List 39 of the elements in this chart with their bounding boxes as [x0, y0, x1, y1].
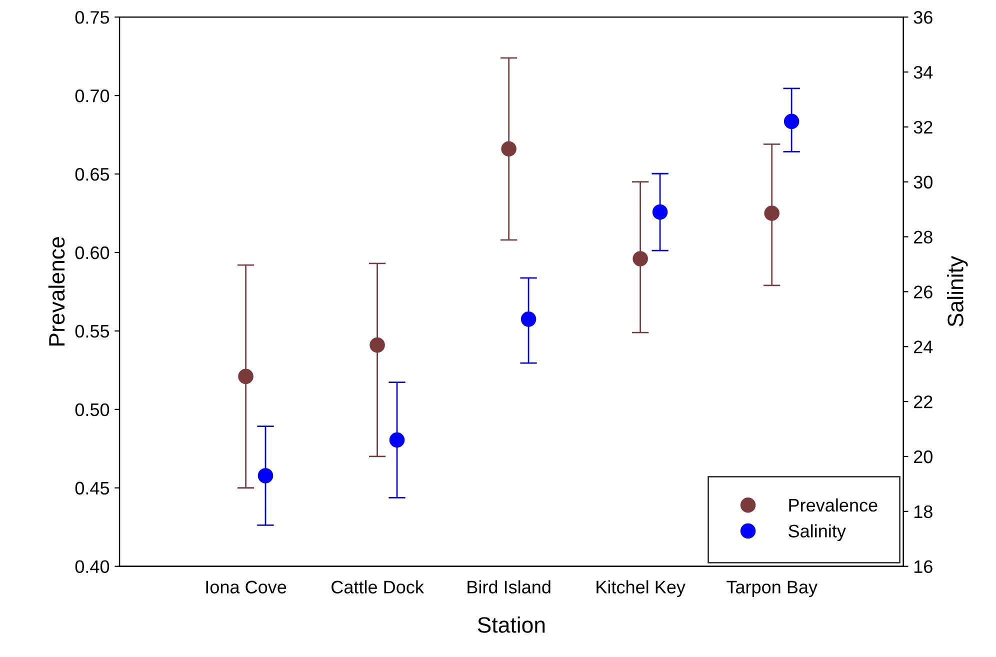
point: [501, 141, 516, 157]
point: [258, 468, 274, 484]
legend-label: Prevalence: [789, 498, 878, 512]
y-tick-label: 0.50: [75, 403, 110, 416]
x-tick-label: Iona Cove: [206, 580, 286, 594]
y-tick-label: 0.60: [75, 246, 110, 260]
y-tick-label: 0.40: [75, 560, 110, 574]
point: [520, 312, 536, 327]
y2-tick-label: 22: [914, 395, 932, 408]
point: [389, 432, 405, 448]
y-axis-title: Prevalence: [48, 237, 65, 346]
y2-axis-title: Salinity: [947, 256, 968, 327]
y2-tick-label: 34: [914, 66, 933, 79]
y2-tick-label: 28: [914, 230, 932, 244]
point: [652, 204, 668, 220]
x-tick-label: Tarpon Bay: [726, 580, 818, 598]
point: [764, 206, 780, 221]
y2-tick-label: 20: [914, 450, 932, 464]
x-axis-title: Station: [478, 616, 545, 633]
point: [370, 337, 385, 353]
x-tick-label: Bird Island: [468, 580, 550, 594]
y2-tick-label: 30: [914, 176, 932, 189]
legend-label: Salinity: [788, 524, 846, 542]
y-tick-label: 0.65: [75, 168, 110, 181]
y2-tick-label: 26: [914, 286, 932, 298]
y-tick-label: 0.55: [75, 324, 110, 338]
y2-tick-label: 32: [914, 120, 932, 134]
x-tick-label: Kitchel Key: [596, 580, 686, 598]
y2-tick-label: 18: [914, 505, 932, 518]
y-tick-label: 0.45: [75, 482, 110, 495]
point: [632, 251, 648, 266]
y2-tick-label: 36: [914, 11, 932, 24]
point: [238, 368, 254, 384]
y2-tick-label: 16: [914, 560, 932, 574]
x-tick-label: Cattle Dock: [332, 580, 424, 594]
point: [784, 114, 800, 130]
y2-tick-label: 24: [914, 340, 933, 354]
y-tick-label: 0.70: [75, 89, 110, 102]
y-tick-label: 0.75: [75, 11, 110, 24]
